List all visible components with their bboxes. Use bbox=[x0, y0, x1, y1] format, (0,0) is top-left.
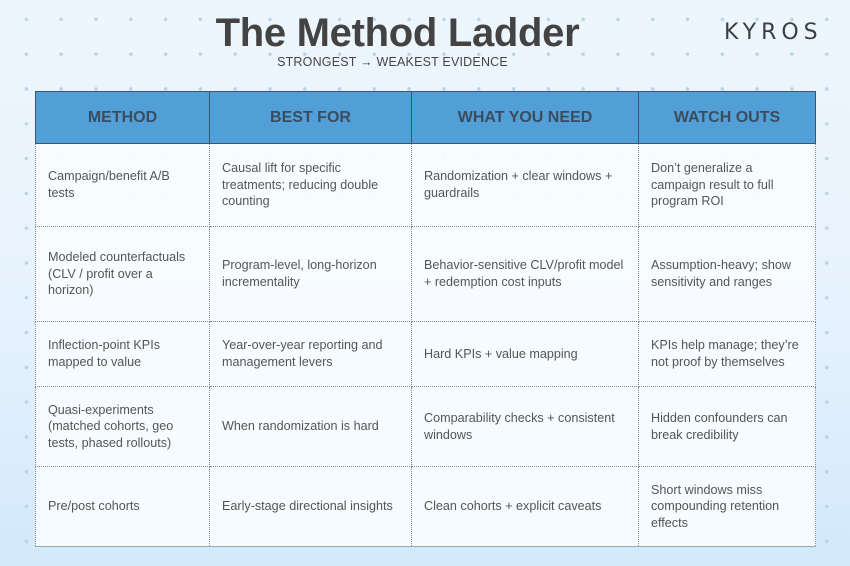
table-row: Campaign/benefit A/B tests Causal lift f… bbox=[35, 143, 816, 227]
table-row: Inflection-point KPIs mapped to value Ye… bbox=[35, 321, 816, 387]
cell-best-for: When randomization is hard bbox=[209, 386, 412, 467]
cell-watch-outs: Hidden confounders can break credibility bbox=[638, 386, 816, 467]
cell-best-for: Year-over-year reporting and management … bbox=[209, 321, 412, 387]
brand-logo: KYROS bbox=[724, 20, 823, 45]
column-header-watch-outs: WATCH OUTS bbox=[638, 91, 816, 144]
table-row: Pre/post cohorts Early-stage directional… bbox=[35, 466, 816, 547]
page-title: The Method Ladder bbox=[215, 11, 580, 55]
cell-best-for: Program-level, long-horizon incrementali… bbox=[209, 226, 412, 322]
table-row: Modeled counterfactuals (CLV / profit ov… bbox=[35, 226, 816, 322]
table-header-row: METHOD BEST FOR WHAT YOU NEED WATCH OUTS bbox=[35, 91, 816, 144]
cell-method: Quasi-experiments (matched cohorts, geo … bbox=[35, 386, 210, 467]
column-header-best-for: BEST FOR bbox=[209, 91, 412, 144]
method-ladder-table: METHOD BEST FOR WHAT YOU NEED WATCH OUTS… bbox=[35, 91, 816, 547]
cell-what-you-need: Clean cohorts + explicit caveats bbox=[411, 466, 639, 547]
cell-what-you-need: Hard KPIs + value mapping bbox=[411, 321, 639, 387]
cell-method: Campaign/benefit A/B tests bbox=[35, 143, 210, 227]
table-row: Quasi-experiments (matched cohorts, geo … bbox=[35, 386, 816, 467]
cell-watch-outs: Don’t generalize a campaign result to fu… bbox=[638, 143, 816, 227]
cell-watch-outs: Assumption-heavy; show sensitivity and r… bbox=[638, 226, 816, 322]
cell-method: Modeled counterfactuals (CLV / profit ov… bbox=[35, 226, 210, 322]
cell-watch-outs: KPIs help manage; they’re not proof by t… bbox=[638, 321, 816, 387]
column-header-method: METHOD bbox=[35, 91, 210, 144]
cell-watch-outs: Short windows miss compounding retention… bbox=[638, 466, 816, 547]
cell-best-for: Early-stage directional insights bbox=[209, 466, 412, 547]
cell-method: Inflection-point KPIs mapped to value bbox=[35, 321, 210, 387]
cell-what-you-need: Comparability checks + consistent window… bbox=[411, 386, 639, 467]
cell-what-you-need: Randomization + clear windows + guardrai… bbox=[411, 143, 639, 227]
page-subtitle: STRONGEST → WEAKEST EVIDENCE bbox=[277, 55, 508, 69]
column-header-what-you-need: WHAT YOU NEED bbox=[411, 91, 639, 144]
cell-what-you-need: Behavior-sensitive CLV/profit model + re… bbox=[411, 226, 639, 322]
cell-method: Pre/post cohorts bbox=[35, 466, 210, 547]
cell-best-for: Causal lift for specific treatments; red… bbox=[209, 143, 412, 227]
